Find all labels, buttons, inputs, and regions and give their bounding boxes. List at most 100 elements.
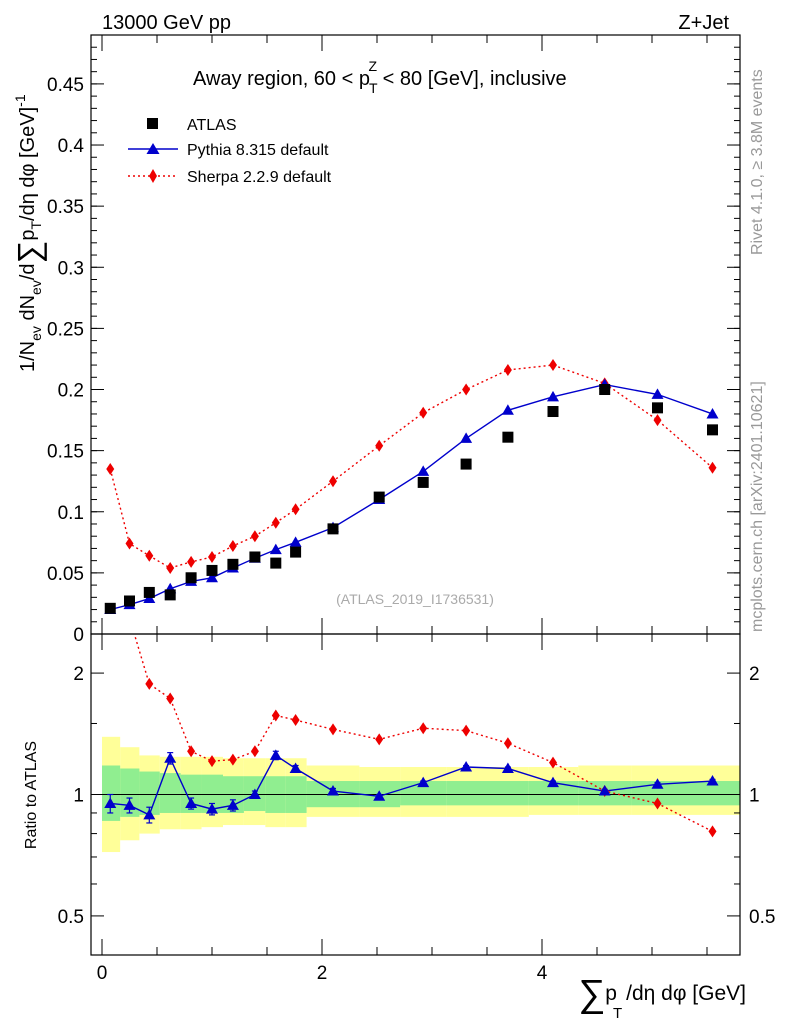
ratio-sherpa-point (462, 724, 471, 737)
legend-label-atlas: ATLAS (187, 117, 237, 134)
legend-marker-sherpa (149, 169, 157, 183)
ratio-sherpa-point (329, 723, 337, 736)
ratio-sherpa-point (708, 825, 717, 838)
ratio-pythia-point (547, 776, 559, 788)
legend-label-sherpa: Sherpa 2.2.9 default (187, 169, 332, 186)
ylabel-part-a: 1/N (17, 341, 39, 372)
ylabel-part-a-sub: ev (28, 326, 44, 341)
ratio-pythia-point (185, 797, 198, 808)
main-y-tick-label: 0.25 (47, 319, 84, 340)
main-y-tick-label: 0.1 (58, 503, 84, 524)
atlas-point (290, 546, 302, 558)
atlas-point (547, 406, 559, 418)
ratio-axis-ticks: 0.5 0.5 1 1 2 2 0 2 4 (58, 633, 775, 984)
sherpa-point (228, 539, 237, 552)
atlas-point (373, 491, 385, 503)
ratio-y-tick-label: 1 (73, 786, 84, 807)
atlas-point (270, 557, 282, 569)
ratio-inner-band-bin (139, 771, 160, 815)
ratio-plot-frame (90, 633, 741, 956)
ratio-sherpa-point (653, 797, 662, 810)
xlabel-part-a: p (605, 982, 617, 1005)
ratio-pythia-point (598, 785, 611, 796)
atlas-point (124, 595, 135, 607)
ratio-sherpa-point (208, 755, 216, 768)
sherpa-point (329, 475, 337, 488)
sherpa-point (291, 503, 300, 516)
pythia-line (110, 383, 713, 611)
ratio-pythia-point (104, 797, 117, 808)
ratio-sherpa-point (271, 709, 280, 722)
x-tick-label: 0 (97, 963, 108, 984)
panel-title-pre: Away region, 60 < p (193, 68, 370, 90)
ratio-pythia-point (651, 778, 664, 789)
atlas-point (502, 431, 514, 443)
sherpa-point (166, 561, 175, 574)
ratio-sherpa-point (145, 677, 154, 690)
atlas-point (652, 402, 663, 414)
ratio-pythia-point (327, 785, 339, 796)
legend-label-pythia: Pythia 8.315 default (187, 142, 329, 159)
main-panel: 0 0.05 0.1 0.15 0.2 0.25 0.3 0.35 0.4 0.45 (ATLAS… (11, 34, 741, 646)
pythia-point (501, 404, 514, 415)
ratio-pythia-point (143, 808, 156, 820)
ratio-sherpa-point (187, 745, 196, 758)
atlas-point (104, 602, 116, 614)
ratio-inner-band-bin (446, 781, 487, 806)
sherpa-point (375, 439, 384, 452)
main-y-tick-label: 0.4 (58, 136, 85, 157)
header-left-label: 13000 GeV pp (102, 12, 231, 34)
xlabel-part-a-sub: T (613, 1005, 622, 1022)
pythia-point (547, 390, 559, 402)
ratio-pythia-point (289, 762, 302, 774)
sherpa-line (109, 364, 713, 569)
ratio-y-axis-label: Ratio to ATLAS (23, 741, 40, 849)
ratio-sherpa-point (166, 692, 175, 705)
ylabel-part-b-sub: ev (28, 280, 44, 295)
atlas-point (185, 572, 197, 584)
ratio-pythia-point (226, 799, 239, 810)
ratio-inner-band-bin (201, 774, 223, 813)
ratio-sherpa-point (228, 753, 237, 766)
ratio-pythia-point (269, 749, 282, 760)
x-tick-label: 2 (317, 963, 328, 984)
ratio-sherpa-point (291, 714, 300, 727)
ratio-y-tick-label-right: 1 (749, 786, 760, 807)
ratio-sherpa-point (503, 737, 512, 750)
ratio-pythia-point (206, 803, 218, 814)
pythia-point (417, 465, 430, 476)
ratio-pythia-point (460, 760, 473, 772)
panel-title: Away region, 60 < pTZ < 80 [GeV], inclus… (193, 58, 567, 96)
pythia-point (460, 432, 473, 443)
header-right-label: Z+Jet (678, 12, 729, 34)
pythia-point (651, 388, 664, 399)
x-tick-label: 4 (537, 963, 548, 984)
legend-marker-atlas (147, 118, 158, 129)
sherpa-point (462, 383, 471, 396)
mcplots-credit-label: mcplots.cern.ch [arXiv:2401.10621] (749, 381, 766, 632)
xlabel-part-b: /dη dφ [GeV] (626, 982, 746, 1005)
xlabel-sigma: ∑ (578, 973, 605, 1015)
ratio-pythia-point (164, 752, 177, 763)
atlas-point (417, 476, 429, 488)
sherpa-point (187, 555, 196, 568)
ratio-sherpa-point (250, 745, 259, 758)
main-axis-ticks: 0 0.05 0.1 0.15 0.2 0.25 0.3 0.35 0.4 0.45 (47, 35, 740, 646)
main-y-tick-label: 0.45 (47, 75, 84, 96)
atlas-point (249, 551, 261, 563)
sherpa-point (125, 537, 134, 550)
main-y-tick-label: 0 (73, 625, 84, 646)
atlas-point (707, 424, 718, 436)
ylabel-part-c: /d (17, 263, 39, 280)
watermark-label: (ATLAS_2019_I1736531) (336, 591, 494, 607)
ratio-y-tick-label: 0.5 (58, 907, 84, 928)
ratio-sherpa-point (419, 722, 428, 735)
pythia-point (269, 543, 282, 555)
panel-title-post: < 80 [GeV], inclusive (377, 68, 567, 90)
ylabel-part-b: dN (17, 295, 39, 326)
legend-marker-pythia (146, 143, 160, 154)
sherpa-point (549, 359, 557, 372)
main-y-tick-label: 0.05 (47, 564, 84, 585)
sherpa-point (503, 363, 512, 376)
